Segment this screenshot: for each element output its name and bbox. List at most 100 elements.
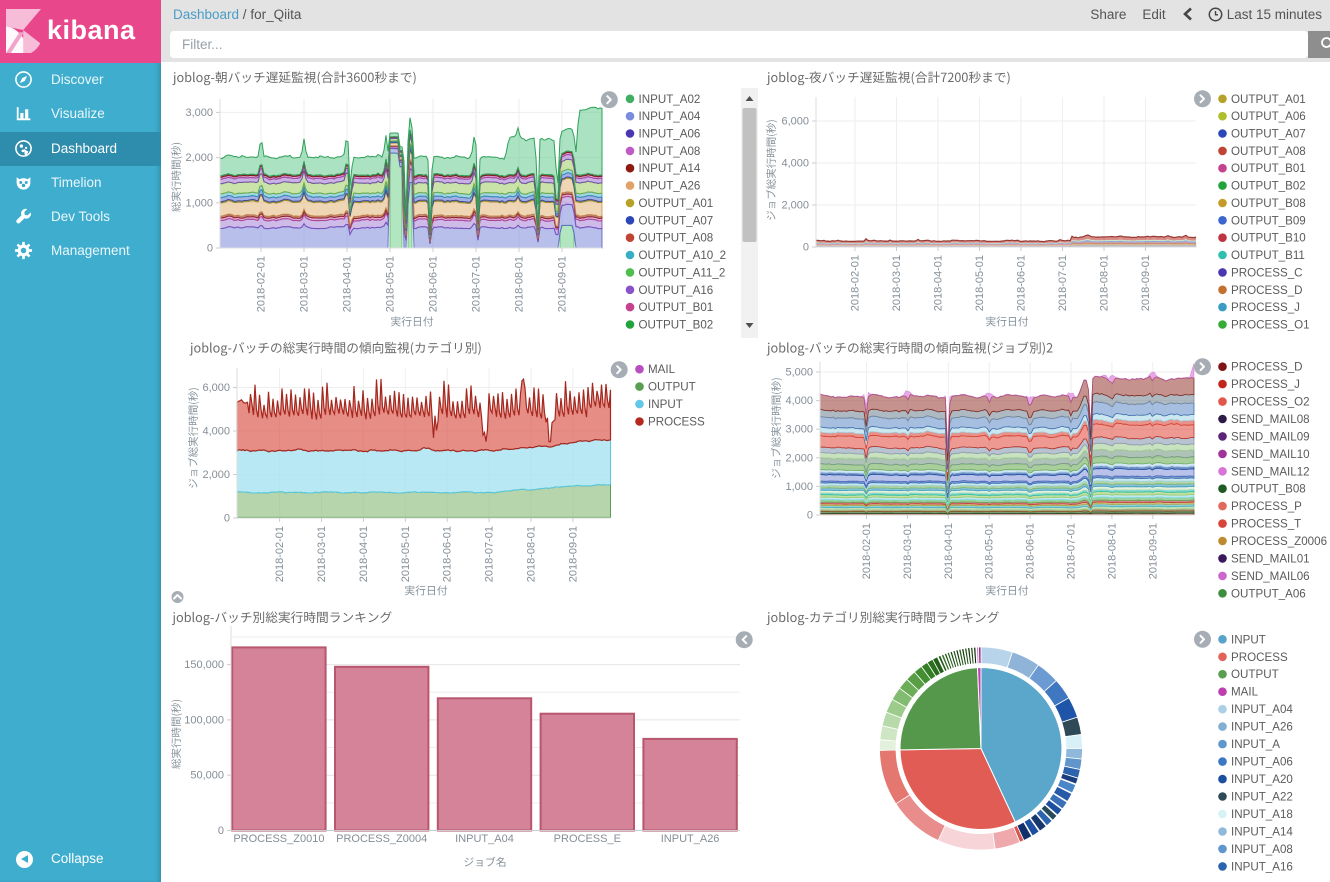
svg-text:2018-06-01: 2018-06-01 <box>442 526 454 582</box>
svg-text:INPUT_A04: INPUT_A04 <box>455 833 514 845</box>
svg-text:OUTPUT_A01: OUTPUT_A01 <box>639 197 714 210</box>
svg-text:OUTPUT_A07: OUTPUT_A07 <box>1231 128 1306 141</box>
svg-text:PROCESS_D: PROCESS_D <box>1231 361 1303 374</box>
svg-text:2018-02-01: 2018-02-01 <box>274 526 286 582</box>
svg-text:PROCESS_T: PROCESS_T <box>1231 518 1301 531</box>
svg-text:PROCESS_C: PROCESS_C <box>1231 266 1303 279</box>
svg-text:OUTPUT_B01: OUTPUT_B01 <box>639 301 714 314</box>
svg-text:2018-09-01: 2018-09-01 <box>1147 523 1159 579</box>
svg-text:INPUT_A02: INPUT_A02 <box>639 93 701 106</box>
svg-text:OUTPUT_B02: OUTPUT_B02 <box>639 319 714 332</box>
svg-text:2018-07-01: 2018-07-01 <box>1066 523 1078 579</box>
svg-text:2018-07-01: 2018-07-01 <box>1057 255 1069 311</box>
svg-text:OUTPUT_B02: OUTPUT_B02 <box>1231 180 1306 193</box>
svg-text:INPUT_A26: INPUT_A26 <box>661 833 720 845</box>
svg-text:OUTPUT: OUTPUT <box>648 381 696 394</box>
svg-text:INPUT_A14: INPUT_A14 <box>1231 826 1293 839</box>
svg-text:2018-03-01: 2018-03-01 <box>891 255 903 311</box>
svg-text:PROCESS_Z0010: PROCESS_Z0010 <box>233 833 324 845</box>
svg-text:2018-03-01: 2018-03-01 <box>316 526 328 582</box>
svg-text:MAIL: MAIL <box>1231 686 1259 699</box>
svg-text:2018-05-01: 2018-05-01 <box>984 523 996 579</box>
svg-text:PROCESS_O1: PROCESS_O1 <box>1231 319 1310 332</box>
svg-text:INPUT_A22: INPUT_A22 <box>1231 791 1293 804</box>
svg-text:6,000: 6,000 <box>781 116 809 128</box>
svg-text:INPUT_A04: INPUT_A04 <box>1231 703 1293 716</box>
svg-text:2018-05-01: 2018-05-01 <box>974 255 986 311</box>
svg-text:INPUT_A06: INPUT_A06 <box>639 128 701 141</box>
svg-text:2018-05-01: 2018-05-01 <box>400 526 412 582</box>
svg-text:2,000: 2,000 <box>785 452 813 464</box>
svg-text:150,000: 150,000 <box>184 659 224 671</box>
svg-text:2018-07-01: 2018-07-01 <box>484 526 496 582</box>
svg-text:INPUT_A14: INPUT_A14 <box>639 162 701 175</box>
svg-text:INPUT_A18: INPUT_A18 <box>1231 808 1293 821</box>
svg-text:2018-06-01: 2018-06-01 <box>1016 255 1028 311</box>
svg-text:PROCESS_J: PROCESS_J <box>1231 378 1300 391</box>
svg-text:5,000: 5,000 <box>785 367 813 379</box>
svg-text:INPUT_A16: INPUT_A16 <box>1231 860 1293 873</box>
svg-text:2018-09-01: 2018-09-01 <box>1140 255 1152 311</box>
svg-text:INPUT_A26: INPUT_A26 <box>639 180 701 193</box>
svg-text:INPUT_A20: INPUT_A20 <box>1231 773 1293 786</box>
svg-text:2018-08-01: 2018-08-01 <box>514 256 526 312</box>
svg-text:PROCESS_J: PROCESS_J <box>1231 301 1300 314</box>
svg-text:2018-08-01: 2018-08-01 <box>526 526 538 582</box>
svg-text:2018-03-01: 2018-03-01 <box>902 523 914 579</box>
svg-text:OUTPUT_A08: OUTPUT_A08 <box>1231 145 1306 158</box>
svg-text:2018-03-01: 2018-03-01 <box>299 256 311 312</box>
svg-text:0: 0 <box>218 825 224 837</box>
svg-text:INPUT: INPUT <box>648 398 683 411</box>
svg-text:2018-06-01: 2018-06-01 <box>1025 523 1037 579</box>
svg-text:PROCESS_O2: PROCESS_O2 <box>1231 396 1310 409</box>
svg-text:2018-04-01: 2018-04-01 <box>342 256 354 312</box>
svg-text:PROCESS_P: PROCESS_P <box>1231 500 1302 513</box>
svg-text:SEND_MAIL01: SEND_MAIL01 <box>1231 552 1310 565</box>
svg-text:2018-05-01: 2018-05-01 <box>385 256 397 312</box>
svg-text:100,000: 100,000 <box>184 714 224 726</box>
svg-text:PROCESS_Z0004: PROCESS_Z0004 <box>336 833 427 845</box>
svg-text:0: 0 <box>224 513 230 525</box>
svg-text:PROCESS_D: PROCESS_D <box>1231 284 1303 297</box>
svg-text:INPUT_A06: INPUT_A06 <box>1231 756 1293 769</box>
svg-text:OUTPUT_A10_2: OUTPUT_A10_2 <box>639 249 727 262</box>
svg-text:OUTPUT_A06: OUTPUT_A06 <box>1231 110 1306 123</box>
svg-text:0: 0 <box>807 510 813 522</box>
svg-text:PROCESS_Z0006: PROCESS_Z0006 <box>1231 535 1327 548</box>
svg-text:OUTPUT_B08: OUTPUT_B08 <box>1231 483 1306 496</box>
svg-text:0: 0 <box>207 243 213 255</box>
svg-text:1,000: 1,000 <box>785 481 813 493</box>
svg-text:OUTPUT: OUTPUT <box>1231 668 1279 681</box>
svg-text:SEND_MAIL12: SEND_MAIL12 <box>1231 465 1310 478</box>
svg-text:50,000: 50,000 <box>190 770 224 782</box>
svg-text:2018-04-01: 2018-04-01 <box>943 523 955 579</box>
svg-text:OUTPUT_A11_2: OUTPUT_A11_2 <box>639 266 726 279</box>
svg-text:2018-04-01: 2018-04-01 <box>933 255 945 311</box>
svg-text:PROCESS: PROCESS <box>1231 651 1288 664</box>
svg-text:1,000: 1,000 <box>185 197 213 209</box>
svg-text:2018-02-01: 2018-02-01 <box>850 255 862 311</box>
svg-text:4,000: 4,000 <box>202 426 230 438</box>
svg-text:6,000: 6,000 <box>202 382 230 394</box>
svg-text:2018-09-01: 2018-09-01 <box>567 526 579 582</box>
svg-text:0: 0 <box>803 242 809 254</box>
svg-text:SEND_MAIL10: SEND_MAIL10 <box>1231 448 1310 461</box>
svg-text:2,000: 2,000 <box>185 152 213 164</box>
svg-text:2018-09-01: 2018-09-01 <box>557 256 569 312</box>
svg-text:OUTPUT_B01: OUTPUT_B01 <box>1231 162 1306 175</box>
svg-text:OUTPUT_A16: OUTPUT_A16 <box>639 284 714 297</box>
svg-text:SEND_MAIL08: SEND_MAIL08 <box>1231 413 1310 426</box>
svg-text:PROCESS_E: PROCESS_E <box>554 833 621 845</box>
svg-text:4,000: 4,000 <box>781 158 809 170</box>
svg-text:3,000: 3,000 <box>785 424 813 436</box>
svg-text:INPUT_A04: INPUT_A04 <box>639 110 701 123</box>
svg-text:INPUT_A08: INPUT_A08 <box>639 145 701 158</box>
svg-text:2,000: 2,000 <box>781 200 809 212</box>
svg-text:OUTPUT_B09: OUTPUT_B09 <box>1231 214 1306 227</box>
svg-text:OUTPUT_B11: OUTPUT_B11 <box>1231 249 1305 262</box>
svg-text:2018-04-01: 2018-04-01 <box>358 526 370 582</box>
svg-text:OUTPUT_B10: OUTPUT_B10 <box>1231 232 1306 245</box>
svg-text:INPUT: INPUT <box>1231 633 1266 646</box>
svg-text:PROCESS: PROCESS <box>648 416 705 429</box>
svg-text:2,000: 2,000 <box>202 469 230 481</box>
